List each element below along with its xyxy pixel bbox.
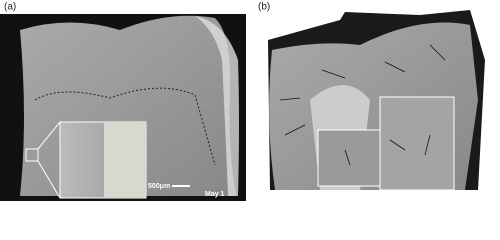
- zoom-line: [37, 160, 61, 199]
- inset-detail: [104, 122, 146, 198]
- page: 500μm May 1 (a) (b) (() => { const data …: [0, 1, 485, 201]
- zoom-box: [25, 148, 39, 162]
- zoom-line: [37, 121, 61, 150]
- panel-b: (b): [258, 2, 485, 191]
- panel-label: (b): [258, 2, 270, 13]
- figure: 500μm May 1 (a) (b): [0, 2, 485, 201]
- scale-label: 500μm: [148, 183, 170, 190]
- panel-label: (a): [4, 2, 16, 13]
- inset: [379, 96, 455, 191]
- inset: [317, 129, 381, 187]
- panel-a: 500μm May 1 (a): [0, 2, 246, 201]
- arrows: [279, 44, 446, 166]
- stamp: May 1: [205, 191, 225, 198]
- enamel-edge: [195, 16, 239, 196]
- margin-line: [34, 87, 216, 166]
